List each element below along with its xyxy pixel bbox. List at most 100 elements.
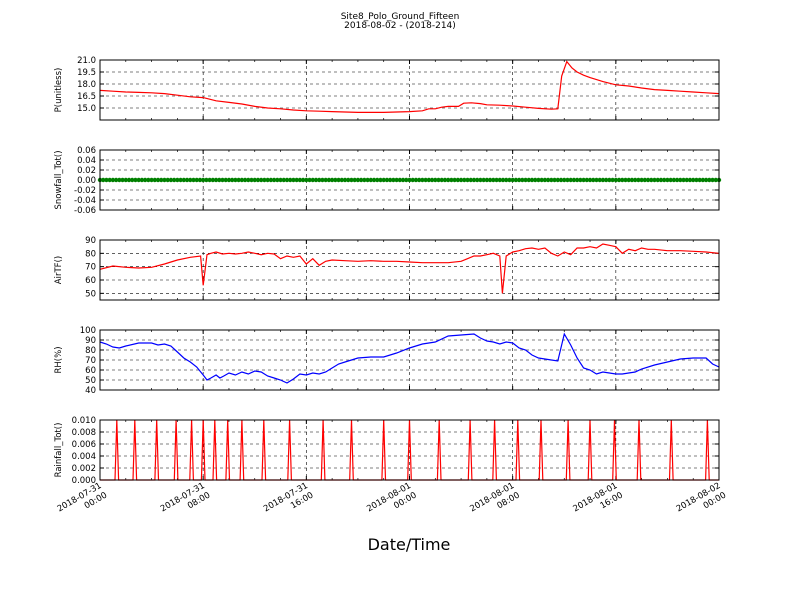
data-point <box>410 177 415 183</box>
y-tick-label: 0.008 <box>72 428 96 438</box>
y-tick-label: 21.0 <box>77 56 96 66</box>
data-point <box>223 177 228 183</box>
data-point <box>117 177 122 183</box>
data-point <box>420 177 425 183</box>
data-point <box>600 177 606 183</box>
data-point <box>416 177 422 183</box>
data-point <box>533 177 538 183</box>
data-point <box>149 177 154 183</box>
data-point <box>139 177 145 183</box>
data-point <box>465 177 470 183</box>
data-point <box>130 177 135 183</box>
y-tick-label: 60 <box>85 276 96 286</box>
data-point <box>597 177 602 183</box>
data-point <box>642 177 648 183</box>
data-point <box>468 177 473 183</box>
data-point <box>246 177 251 183</box>
data-point <box>200 177 206 183</box>
data-point <box>529 177 535 183</box>
data-point <box>288 177 293 183</box>
data-point <box>549 177 554 183</box>
data-point <box>536 177 541 183</box>
data-point <box>671 177 677 183</box>
data-point <box>497 177 502 183</box>
data-point <box>210 177 216 183</box>
data-point <box>500 177 506 183</box>
data-point <box>236 177 241 183</box>
data-point <box>400 177 406 183</box>
y-tick-label: 19.5 <box>77 68 96 78</box>
data-point <box>710 177 715 183</box>
data-point <box>181 177 187 183</box>
panel-3: 50 60 70 80 90 AirTF() <box>54 236 720 301</box>
data-point <box>291 177 296 183</box>
data-point <box>387 177 393 183</box>
data-point <box>674 177 680 183</box>
data-point <box>346 177 351 183</box>
data-point <box>636 177 641 183</box>
panel-2: -0.06-0.04-0.020.000.020.040.06 Snowfall_… <box>54 146 722 216</box>
data-point <box>284 177 290 183</box>
data-point <box>155 177 161 183</box>
y-tick-label: 70 <box>85 356 96 366</box>
data-point <box>391 177 396 183</box>
data-point <box>336 177 341 183</box>
data-point <box>603 177 609 183</box>
data-point <box>175 177 180 183</box>
data-point <box>629 177 635 183</box>
data-point <box>352 177 357 183</box>
data-point <box>378 177 383 183</box>
data-point <box>507 177 512 183</box>
data-point <box>239 177 245 183</box>
data-point <box>233 177 238 183</box>
data-point <box>313 177 319 183</box>
data-point <box>333 177 338 183</box>
data-point <box>375 177 380 183</box>
plot-frame <box>99 59 720 121</box>
plot-frame <box>99 239 720 301</box>
data-point <box>262 177 267 183</box>
data-point <box>691 177 696 183</box>
data-point <box>197 177 203 183</box>
data-point <box>104 177 109 183</box>
y-tick-label: 0.000 <box>72 476 96 486</box>
data-point <box>252 177 257 183</box>
y-tick-label: 70 <box>85 263 96 273</box>
data-point <box>452 177 457 183</box>
data-point <box>681 177 686 183</box>
data-point <box>171 177 177 183</box>
data-point <box>394 177 399 183</box>
data-point <box>462 177 467 183</box>
data-point <box>146 177 151 183</box>
data-point <box>152 177 158 183</box>
data-point <box>136 177 141 183</box>
data-point <box>188 177 193 183</box>
figure-title: Site8_Polo_Ground_Fifteen <box>340 12 460 22</box>
data-point <box>126 177 132 183</box>
data-point <box>552 177 557 183</box>
y-tick-label: -0.04 <box>74 196 96 206</box>
data-point <box>455 177 461 183</box>
data-point <box>320 177 325 183</box>
data-point <box>649 177 654 183</box>
data-point <box>571 177 577 183</box>
data-point <box>278 177 283 183</box>
y-tick-label: 15.0 <box>77 104 96 114</box>
data-point <box>307 177 312 183</box>
data-point <box>123 177 128 183</box>
data-point <box>510 177 515 183</box>
y-tick-label: 40 <box>85 386 96 396</box>
data-point <box>645 177 651 183</box>
y-tick-label: 0.04 <box>77 156 96 166</box>
data-point <box>162 177 167 183</box>
data-point <box>142 177 148 183</box>
data-point <box>120 177 125 183</box>
y-tick-label: 0.010 <box>72 416 96 426</box>
y-tick-label: 0.002 <box>72 464 96 474</box>
data-point <box>684 177 689 183</box>
data-point <box>191 177 196 183</box>
series-markers <box>97 177 722 183</box>
data-point <box>442 177 448 183</box>
data-point <box>687 177 693 183</box>
